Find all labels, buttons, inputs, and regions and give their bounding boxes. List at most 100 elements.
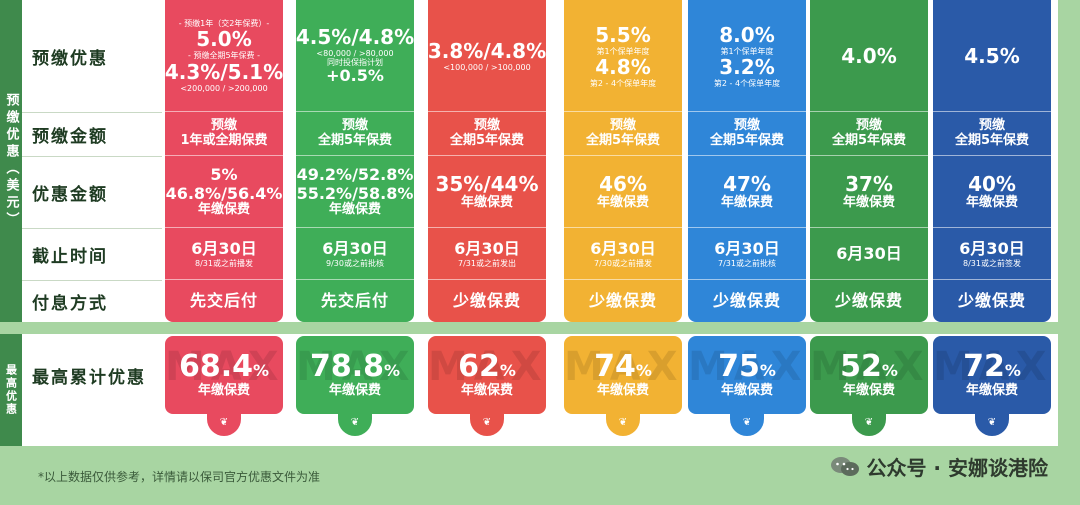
max-watermark: MAX	[165, 344, 283, 390]
max-unit: 年缴保费	[965, 382, 1018, 398]
plan-column: 4.5%/4.8% <80,000 / >80,000 同时投保指计划 +0.5% 预…	[296, 0, 414, 322]
discount-line: 8.0%	[719, 22, 775, 47]
plan-column: 5.5% 第1个保单年度 4.8% 第2 - 4个保单年度 预缴 全期5年保费 46%…	[564, 0, 682, 322]
amount-cell: 5% 46.8%/56.4% 年缴保费	[165, 156, 283, 228]
deadline-line: 6月30日	[836, 243, 902, 263]
discount-cell: 4.5%	[933, 0, 1051, 112]
prepay-cell: 预缴 全期5年保费	[810, 112, 928, 156]
amount-line: 35%/44%	[435, 172, 539, 197]
max-watermark: MAX	[688, 344, 806, 390]
row-label-payment: 付息方式	[32, 293, 108, 314]
max-discount-card: MAX 62% 年缴保费	[428, 336, 546, 414]
side-label-max-discount: 最高优惠	[0, 334, 22, 446]
deadline-line: 8/31或之前签发	[963, 258, 1021, 268]
discount-line: 第1个保单年度	[720, 46, 774, 56]
row-label-discount: 预缴优惠	[32, 48, 108, 69]
brand: 公众号 · 安娜谈港险	[830, 452, 1048, 481]
plan-column: 8.0% 第1个保单年度 3.2% 第2 - 4个保单年度 预缴 全期5年保费 47%…	[688, 0, 806, 322]
amount-line: 年缴保费	[596, 195, 649, 211]
amount-cell: 37% 年缴保费	[810, 156, 928, 228]
discount-line: 4.3%/5.1%	[165, 59, 283, 84]
discount-line: 第1个保单年度	[596, 46, 650, 56]
payment-cell: 先交后付	[189, 290, 258, 310]
row-label-prepay-amount: 预缴金额	[32, 126, 108, 147]
discount-line: <100,000 / >100,000	[443, 62, 531, 72]
amount-line: 5%	[210, 165, 238, 185]
max-unit: 年缴保费	[596, 382, 649, 398]
prepay-cell: 预缴 全期5年保费	[428, 112, 546, 156]
discount-line: 3.2%	[719, 55, 775, 79]
payment-cell: 少缴保费	[957, 290, 1026, 310]
deadline-line: 6月30日	[959, 239, 1025, 259]
deadline-line: 6月30日	[454, 239, 520, 259]
deadline-line: 9/30或之前批核	[326, 258, 384, 268]
amount-line: 年缴保费	[842, 195, 895, 211]
discount-cell: 3.8%/4.8% <100,000 / >100,000	[428, 0, 546, 112]
amount-line: 年缴保费	[328, 201, 381, 217]
deadline-line: 7/30或之前播发	[594, 258, 652, 268]
max-discount-card: MAX 52% 年缴保费	[810, 336, 928, 414]
leaf-icon: ❦	[987, 417, 997, 428]
amount-line: 37%	[845, 172, 893, 197]
max-discount-card: MAX 72% 年缴保费	[933, 336, 1051, 414]
deadline-line: 8/31或之前播发	[195, 258, 253, 268]
max-unit: 年缴保费	[842, 382, 895, 398]
row-label-discount-amount: 优惠金额	[32, 184, 108, 205]
wechat-icon	[831, 456, 860, 476]
deadline-line: 6月30日	[590, 239, 656, 259]
amount-line: 40%	[968, 172, 1016, 197]
prepay-cell: 预缴 全期5年保费	[933, 112, 1051, 156]
max-value: 62	[458, 348, 500, 384]
deadline-line: 6月30日	[322, 239, 388, 259]
discount-line: 第2 - 4个保单年度	[589, 79, 657, 88]
max-unit: 年缴保费	[460, 382, 513, 398]
plan-column: 4.0% 预缴 全期5年保费 37% 年缴保费 6月30日 少缴保费	[810, 0, 928, 322]
leaf-icon: ❦	[742, 417, 752, 428]
deadline-line: 7/31或之前批核	[718, 258, 776, 268]
max-watermark: MAX	[564, 344, 682, 390]
leaf-icon: ❦	[864, 417, 874, 428]
plan-column: - 预缴1年（交2年保费）- 5.0% - 预缴全期5年保费 -4.3%/5.1% <…	[165, 0, 283, 322]
discount-line: 4.5%/4.8%	[296, 25, 414, 50]
payment-cell: 少缴保费	[588, 290, 657, 310]
discount-line: <200,000 / >200,000	[180, 83, 268, 93]
deadline-cell: 6月30日 8/31或之前播发	[165, 228, 283, 280]
max-value: 68.4	[178, 348, 253, 384]
amount-line: 55.2%/58.8%	[296, 183, 414, 203]
deadline-cell: 6月30日 9/30或之前批核	[296, 228, 414, 280]
discount-line: 5.0%	[196, 27, 252, 52]
discount-line: 4.0%	[841, 43, 897, 68]
amount-line: 49.2%/52.8%	[296, 165, 414, 185]
discount-line: 4.8%	[595, 55, 651, 79]
discount-cell: - 预缴1年（交2年保费）- 5.0% - 预缴全期5年保费 -4.3%/5.1% <…	[165, 0, 283, 112]
discount-cell: 8.0% 第1个保单年度 3.2% 第2 - 4个保单年度	[688, 0, 806, 112]
plan-column: 4.5% 预缴 全期5年保费 40% 年缴保费 6月30日 8/31或之前签发 少缴…	[933, 0, 1051, 322]
row-label-max-discount: 最高累计优惠	[32, 367, 146, 388]
max-watermark: MAX	[428, 344, 546, 390]
deadline-cell: 6月30日 7/30或之前播发	[564, 228, 682, 280]
payment-cell: 先交后付	[320, 290, 389, 310]
discount-line: - 预缴1年（交2年保费）-	[178, 19, 270, 29]
amount-cell: 47% 年缴保费	[688, 156, 806, 228]
max-value: 52	[840, 348, 882, 384]
amount-cell: 35%/44% 年缴保费	[428, 156, 546, 228]
row-label-deadline: 截止时间	[32, 246, 108, 267]
payment-cell: 少缴保费	[452, 290, 521, 310]
max-watermark: MAX	[810, 344, 928, 390]
brand-text: 公众号 · 安娜谈港险	[866, 456, 1048, 480]
discount-cell: 5.5% 第1个保单年度 4.8% 第2 - 4个保单年度	[564, 0, 682, 112]
discount-line: 4.5%	[964, 43, 1020, 68]
max-value: 72	[963, 348, 1005, 384]
payment-cell: 少缴保费	[712, 290, 781, 310]
max-value: 78.8	[309, 348, 384, 384]
leaf-icon: ❦	[350, 417, 360, 428]
discount-cell: 4.5%/4.8% <80,000 / >80,000 同时投保指计划 +0.5%	[296, 0, 414, 112]
prepay-cell: 预缴 全期5年保费	[564, 112, 682, 156]
deadline-line: 7/31或之前发出	[458, 258, 516, 268]
leaf-icon: ❦	[618, 417, 628, 428]
amount-cell: 46% 年缴保费	[564, 156, 682, 228]
amount-line: 年缴保费	[197, 201, 250, 217]
amount-line: 年缴保费	[965, 195, 1018, 211]
max-discount-card: MAX 75% 年缴保费	[688, 336, 806, 414]
amount-cell: 40% 年缴保费	[933, 156, 1051, 228]
